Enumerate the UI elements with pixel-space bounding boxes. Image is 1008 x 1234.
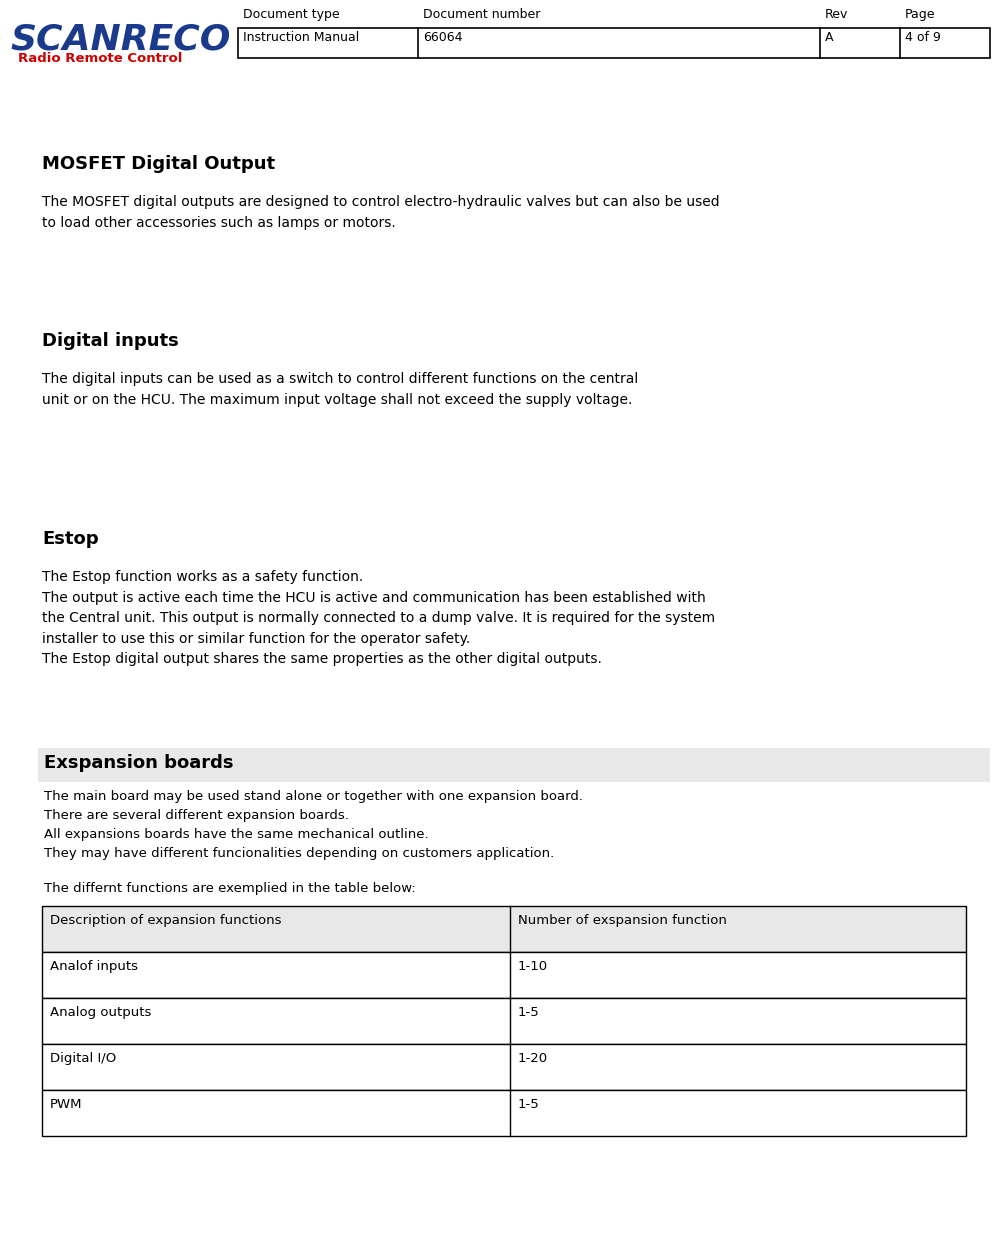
Text: Document number: Document number xyxy=(423,7,540,21)
Text: Exspansion boards: Exspansion boards xyxy=(44,754,234,772)
Text: 66064: 66064 xyxy=(423,31,463,44)
Text: The MOSFET digital outputs are designed to control electro-hydraulic valves but : The MOSFET digital outputs are designed … xyxy=(42,195,720,230)
Text: The Estop function works as a safety function.
The output is active each time th: The Estop function works as a safety fun… xyxy=(42,570,715,666)
Text: Estop: Estop xyxy=(42,529,99,548)
Text: Description of expansion functions: Description of expansion functions xyxy=(50,914,281,927)
Text: 1-10: 1-10 xyxy=(518,960,548,972)
Bar xyxy=(42,998,966,1044)
Text: 1-20: 1-20 xyxy=(518,1053,548,1065)
Bar xyxy=(42,1044,966,1090)
Text: Digital I/O: Digital I/O xyxy=(50,1053,116,1065)
Text: 1-5: 1-5 xyxy=(518,1006,539,1019)
Text: Rev: Rev xyxy=(825,7,849,21)
Text: PWM: PWM xyxy=(50,1098,83,1111)
Bar xyxy=(42,906,966,951)
Bar xyxy=(238,28,990,58)
Text: Instruction Manual: Instruction Manual xyxy=(243,31,359,44)
Text: Page: Page xyxy=(905,7,935,21)
Text: Radio Remote Control: Radio Remote Control xyxy=(18,52,182,65)
Text: MOSFET Digital Output: MOSFET Digital Output xyxy=(42,155,275,173)
Bar xyxy=(42,951,966,998)
Text: Document type: Document type xyxy=(243,7,340,21)
Text: Analog outputs: Analog outputs xyxy=(50,1006,151,1019)
Text: 4 of 9: 4 of 9 xyxy=(905,31,940,44)
Text: Digital inputs: Digital inputs xyxy=(42,332,178,350)
Text: The digital inputs can be used as a switch to control different functions on the: The digital inputs can be used as a swit… xyxy=(42,371,638,406)
Text: The differnt functions are exemplied in the table below:: The differnt functions are exemplied in … xyxy=(44,882,415,895)
Text: Analof inputs: Analof inputs xyxy=(50,960,138,972)
Text: A: A xyxy=(825,31,834,44)
Text: The main board may be used stand alone or together with one expansion board.
The: The main board may be used stand alone o… xyxy=(44,790,583,860)
Text: SCANRECO: SCANRECO xyxy=(10,22,231,56)
Bar xyxy=(38,748,990,782)
Text: Number of exspansion function: Number of exspansion function xyxy=(518,914,727,927)
Bar xyxy=(42,1090,966,1137)
Text: 1-5: 1-5 xyxy=(518,1098,539,1111)
